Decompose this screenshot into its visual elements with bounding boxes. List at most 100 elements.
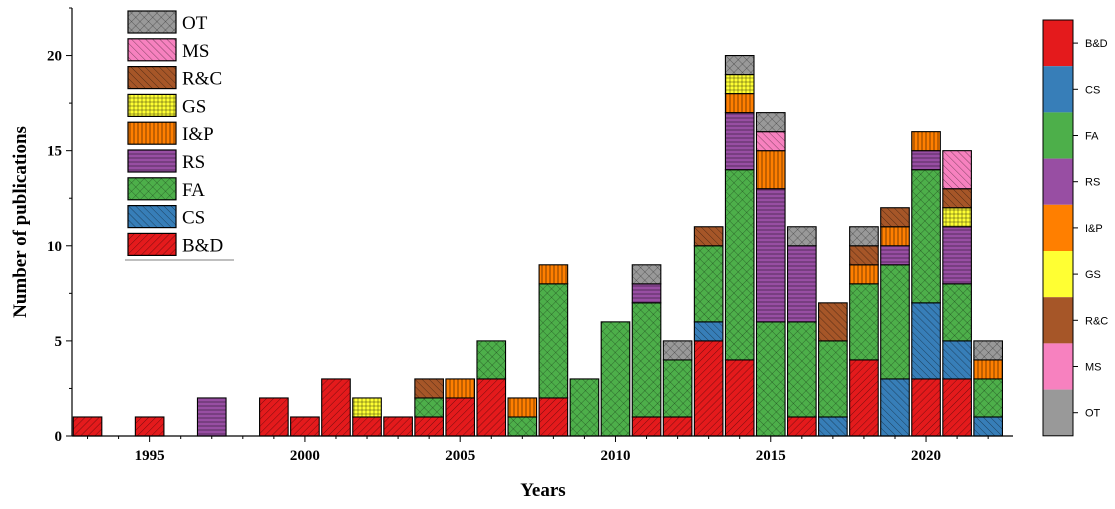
bar-hatch-2021-fa <box>942 283 972 341</box>
colorbar-segment-ms <box>1043 343 1073 390</box>
bar-hatch-2016-rs <box>787 245 817 322</box>
bar-hatch-2021-gs <box>942 207 972 227</box>
bar-hatch-2011-ot <box>632 264 661 284</box>
colorbar-label-fa: FA <box>1085 131 1099 143</box>
x-ticks: 1995 2000 2005 2010 2015 2020 <box>87 436 989 464</box>
legend-label-ot: OT <box>182 13 208 34</box>
legend-label-cs: CS <box>182 208 205 229</box>
y-axis-title: Number of publications <box>10 126 31 318</box>
x-tick-label: 2010 <box>600 448 630 464</box>
bar-hatch-2014-i-p <box>725 93 754 113</box>
bar-hatch-2022-i-p <box>973 359 1003 379</box>
bar-hatch-2020-fa <box>911 169 941 303</box>
colorbar-label-ms: MS <box>1085 362 1102 374</box>
bar-hatch-2018-fa <box>849 283 879 360</box>
bar-hatch-2015-rs <box>756 188 786 322</box>
bar-hatch-2014-rs <box>725 112 754 170</box>
bar-hatch-2018-ot <box>849 226 879 246</box>
legend-label-b-d: B&D <box>182 235 223 256</box>
bar-hatch-2013-cs <box>694 321 723 341</box>
bar-hatch-2003-b-d <box>383 416 413 436</box>
bar-hatch-2012-ot <box>663 340 692 360</box>
bar-hatch-2022-cs <box>973 416 1003 436</box>
bar-hatch-1997-rs <box>197 397 227 436</box>
legend-label-rs: RS <box>182 152 205 173</box>
y-tick-label: 5 <box>55 334 63 350</box>
colorbar-label-ot: OT <box>1085 408 1101 420</box>
x-tick-label: 1995 <box>135 448 165 464</box>
legend-swatch-hatch-rs <box>128 150 176 172</box>
bar-hatch-2021-rs <box>942 226 972 284</box>
y-tick-label: 20 <box>47 49 62 65</box>
colorbar-segment-ot <box>1043 389 1073 436</box>
colorbar-segment-b-d <box>1043 20 1073 67</box>
bar-hatch-2022-ot <box>973 340 1003 360</box>
x-tick-label: 2020 <box>911 448 941 464</box>
x-axis-title: Years <box>520 480 565 501</box>
bar-hatch-2015-fa <box>756 321 786 436</box>
bar-hatch-2002-gs <box>352 397 382 417</box>
bar-hatch-2022-fa <box>973 378 1003 417</box>
legend-label-i-p: I&P <box>182 124 214 145</box>
x-tick-label: 2005 <box>445 448 475 464</box>
bar-hatch-2000-b-d <box>290 416 320 436</box>
bar-hatch-1999-b-d <box>259 397 289 436</box>
bar-hatch-2014-fa <box>725 169 754 360</box>
bar-hatch-2004-b-d <box>414 416 444 436</box>
bar-hatch-2014-gs <box>725 74 754 94</box>
bar-hatch-2020-b-d <box>911 378 941 436</box>
bar-hatch-2018-r-c <box>849 245 879 265</box>
bar-hatch-2019-r-c <box>880 207 910 227</box>
colorbar-segment-rs <box>1043 158 1073 205</box>
legend-swatch-hatch-fa <box>128 177 176 200</box>
bar-hatch-2016-fa <box>787 321 817 417</box>
bar-hatch-2020-rs <box>911 150 941 170</box>
bar-hatch-2019-fa <box>880 264 910 379</box>
legend-swatch-hatch-gs <box>128 94 176 117</box>
bar-hatch-2013-b-d <box>694 340 723 436</box>
bar-hatch-2001-b-d <box>321 378 351 436</box>
bar-hatch-2004-fa <box>414 397 444 417</box>
bar-hatch-2012-fa <box>663 359 692 417</box>
bar-hatch-1993-b-d <box>73 416 102 436</box>
colorbar-label-cs: CS <box>1085 84 1100 96</box>
legend: OT MS R&C GS I&P RS FA CS B&D <box>125 10 234 261</box>
colorbar-segment-i-p <box>1043 204 1073 251</box>
x-tick-label: 2015 <box>756 448 786 464</box>
bar-hatch-2020-cs <box>911 302 941 379</box>
legend-label-gs: GS <box>182 96 206 117</box>
bar-hatch-2008-i-p <box>539 264 568 284</box>
bar-hatch-1995-b-d <box>135 416 164 436</box>
bar-hatch-2021-b-d <box>942 378 972 436</box>
colorbar-label-rs: RS <box>1085 177 1100 189</box>
colorbar-segment-fa <box>1043 112 1073 159</box>
colorbar-label-b-d: B&D <box>1085 38 1108 50</box>
axes: 1995 2000 2005 2010 2015 2020 0 5 10 15 20 <box>47 7 1013 464</box>
bar-hatch-2010-fa <box>601 321 630 436</box>
y-tick-label: 0 <box>55 429 63 445</box>
bar-hatch-2016-b-d <box>787 416 817 436</box>
bar-hatch-2002-b-d <box>352 416 382 436</box>
legend-label-fa: FA <box>182 180 205 201</box>
colorbar-label-gs: GS <box>1085 269 1101 281</box>
bar-hatch-2015-i-p <box>756 150 786 189</box>
bar-hatch-2018-i-p <box>849 264 879 284</box>
colorbar-segment-r-c <box>1043 297 1073 344</box>
bar-hatch-2005-i-p <box>445 378 475 398</box>
legend-swatch-hatch-b-d <box>128 233 176 256</box>
colorbar-label-r-c: R&C <box>1085 315 1108 327</box>
colorbar-frame <box>1042 19 1074 437</box>
legend-swatch-hatch-ot <box>128 11 176 33</box>
bar-hatch-2019-i-p <box>880 226 910 246</box>
bar-hatch-2016-ot <box>787 226 817 246</box>
bar-hatch-2015-ms <box>756 131 786 151</box>
bar-hatch-2021-r-c <box>942 188 972 208</box>
bar-hatch-2018-b-d <box>849 359 879 436</box>
legend-swatch-hatch-cs <box>128 205 176 228</box>
legend-label-ms: MS <box>182 41 209 62</box>
bar-hatch-2011-b-d <box>632 416 661 436</box>
bar-hatch-2006-fa <box>476 340 506 379</box>
colorbar-label-i-p: I&P <box>1085 223 1103 235</box>
bar-hatch-2007-fa <box>508 416 537 436</box>
colorbar-segment-cs <box>1043 66 1073 113</box>
